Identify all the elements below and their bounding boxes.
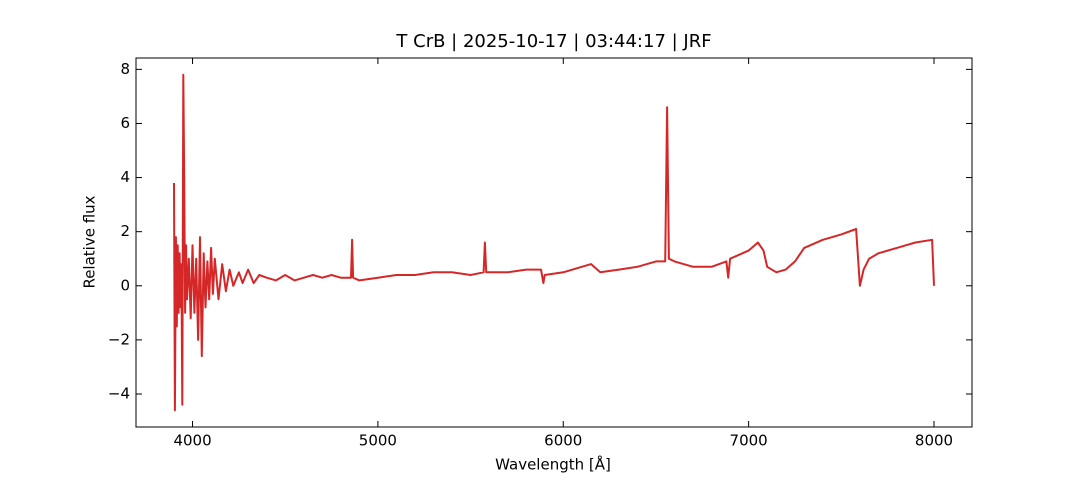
- y-tick-label: −4: [108, 384, 130, 402]
- chart-title: T CrB | 2025-10-17 | 03:44:17 | JRF: [395, 31, 711, 52]
- spectrum-line: [173, 73, 935, 412]
- y-axis-label: Relative flux: [81, 195, 99, 288]
- y-tick-label: 0: [120, 276, 130, 294]
- x-tick-label: 4000: [173, 432, 211, 450]
- x-tick-label: 8000: [915, 432, 953, 450]
- x-tick-label: 7000: [730, 432, 768, 450]
- y-tick-label: −2: [108, 330, 130, 348]
- x-tick-label: 6000: [544, 432, 582, 450]
- x-axis-label: Wavelength [Å]: [495, 455, 611, 474]
- y-tick-label: 2: [120, 222, 130, 240]
- plot-frame: [135, 57, 973, 428]
- y-tick-label: 4: [120, 168, 130, 186]
- x-tick-label: 5000: [359, 432, 397, 450]
- y-tick-label: 6: [120, 114, 130, 132]
- y-tick-label: 8: [120, 60, 130, 78]
